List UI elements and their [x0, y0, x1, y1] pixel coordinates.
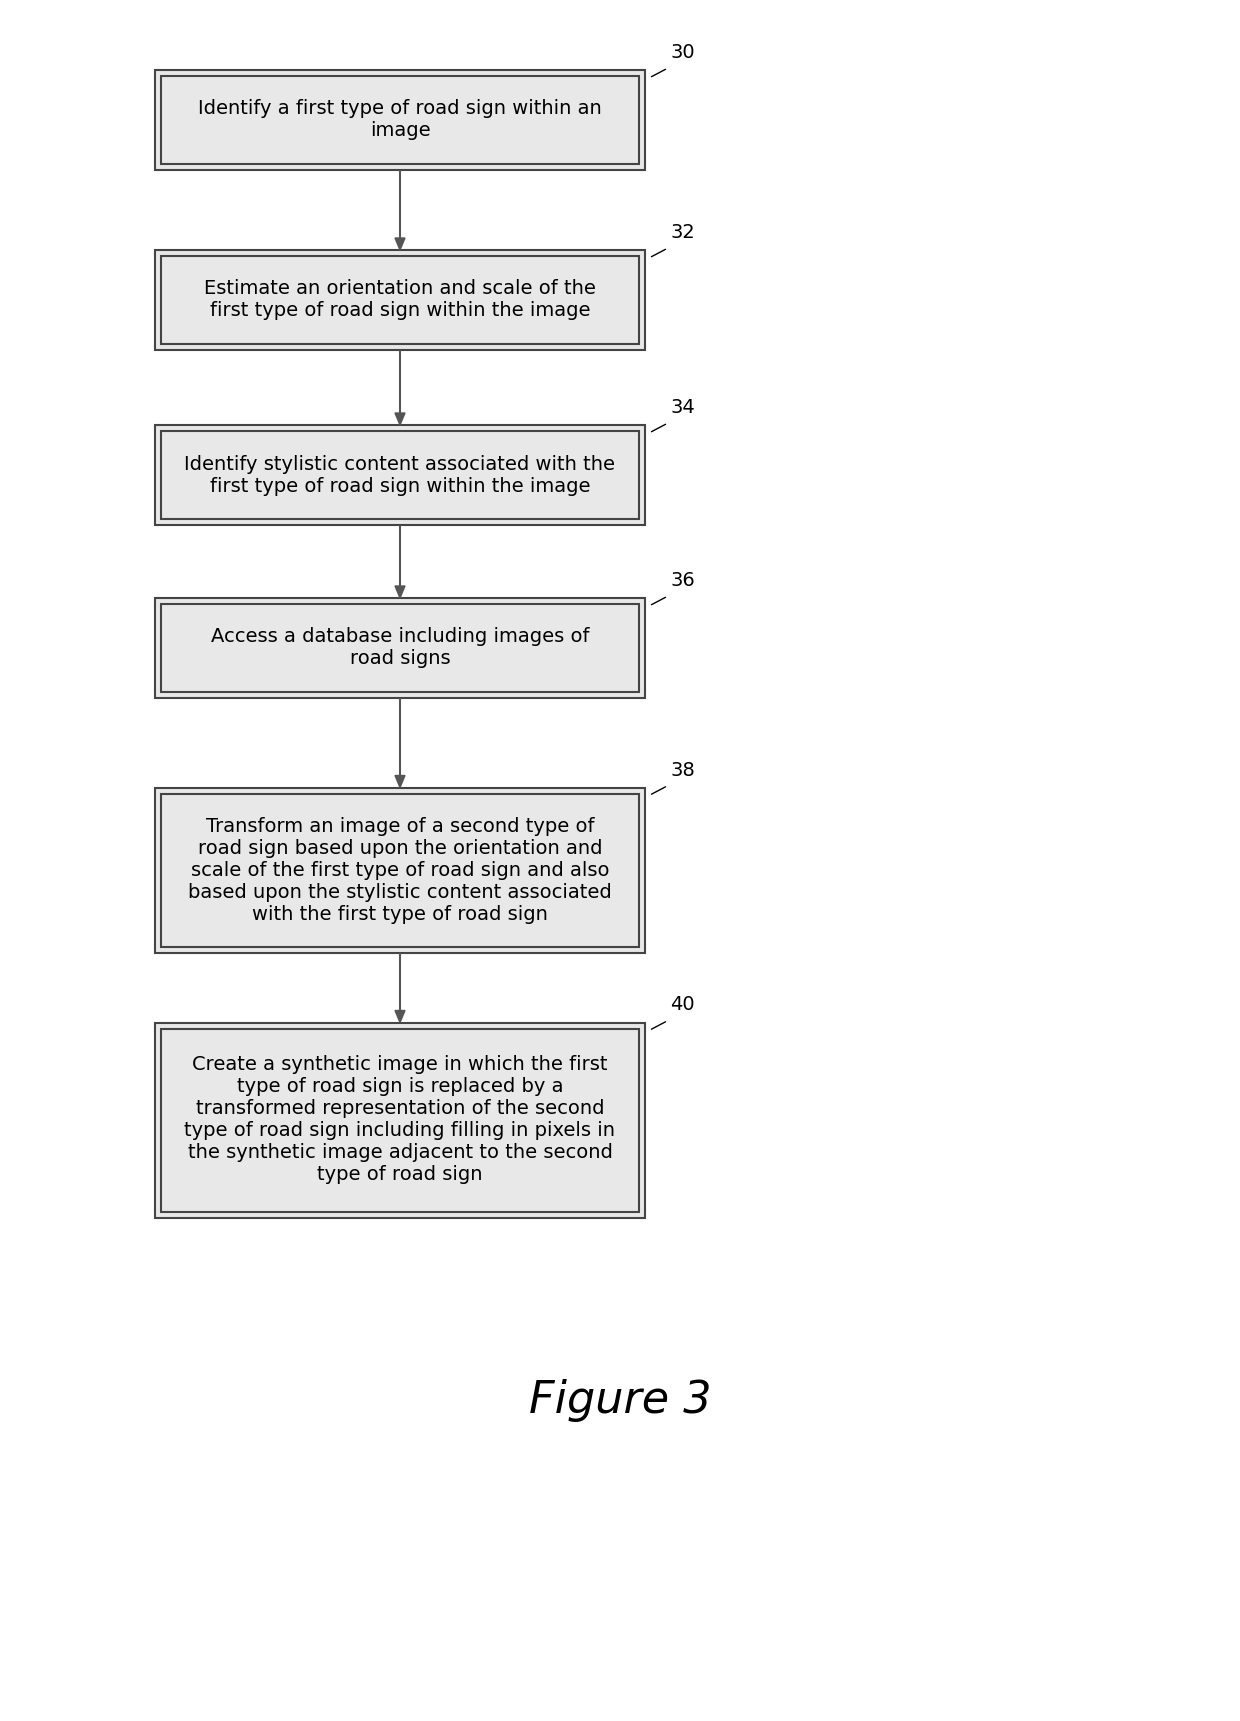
Text: 34: 34	[670, 398, 694, 416]
Polygon shape	[396, 237, 405, 250]
Polygon shape	[396, 585, 405, 597]
Text: 38: 38	[670, 761, 694, 780]
Bar	[161, 604, 639, 692]
Text: 40: 40	[670, 995, 694, 1014]
Bar	[155, 71, 645, 170]
Bar	[161, 430, 639, 520]
Text: 30: 30	[670, 43, 694, 62]
Bar	[161, 76, 639, 163]
Bar	[155, 788, 645, 952]
Text: Estimate an orientation and scale of the
first type of road sign within the imag: Estimate an orientation and scale of the…	[205, 279, 596, 320]
Polygon shape	[396, 1010, 405, 1022]
Bar	[161, 1029, 639, 1212]
Text: 32: 32	[670, 224, 694, 243]
Text: Create a synthetic image in which the first
type of road sign is replaced by a
t: Create a synthetic image in which the fi…	[185, 1055, 615, 1184]
Text: Access a database including images of
road signs: Access a database including images of ro…	[211, 628, 589, 668]
Bar	[155, 425, 645, 525]
Polygon shape	[396, 776, 405, 788]
Text: Figure 3: Figure 3	[528, 1379, 712, 1422]
Text: Identify a first type of road sign within an
image: Identify a first type of road sign withi…	[198, 100, 601, 141]
Text: Identify stylistic content associated with the
first type of road sign within th: Identify stylistic content associated wi…	[185, 454, 615, 496]
Bar	[161, 793, 639, 947]
Bar	[155, 597, 645, 699]
Bar	[155, 250, 645, 349]
Polygon shape	[396, 413, 405, 425]
Bar	[161, 256, 639, 344]
Bar	[155, 1022, 645, 1217]
Text: 36: 36	[670, 571, 694, 590]
Text: Transform an image of a second type of
road sign based upon the orientation and
: Transform an image of a second type of r…	[188, 816, 611, 924]
